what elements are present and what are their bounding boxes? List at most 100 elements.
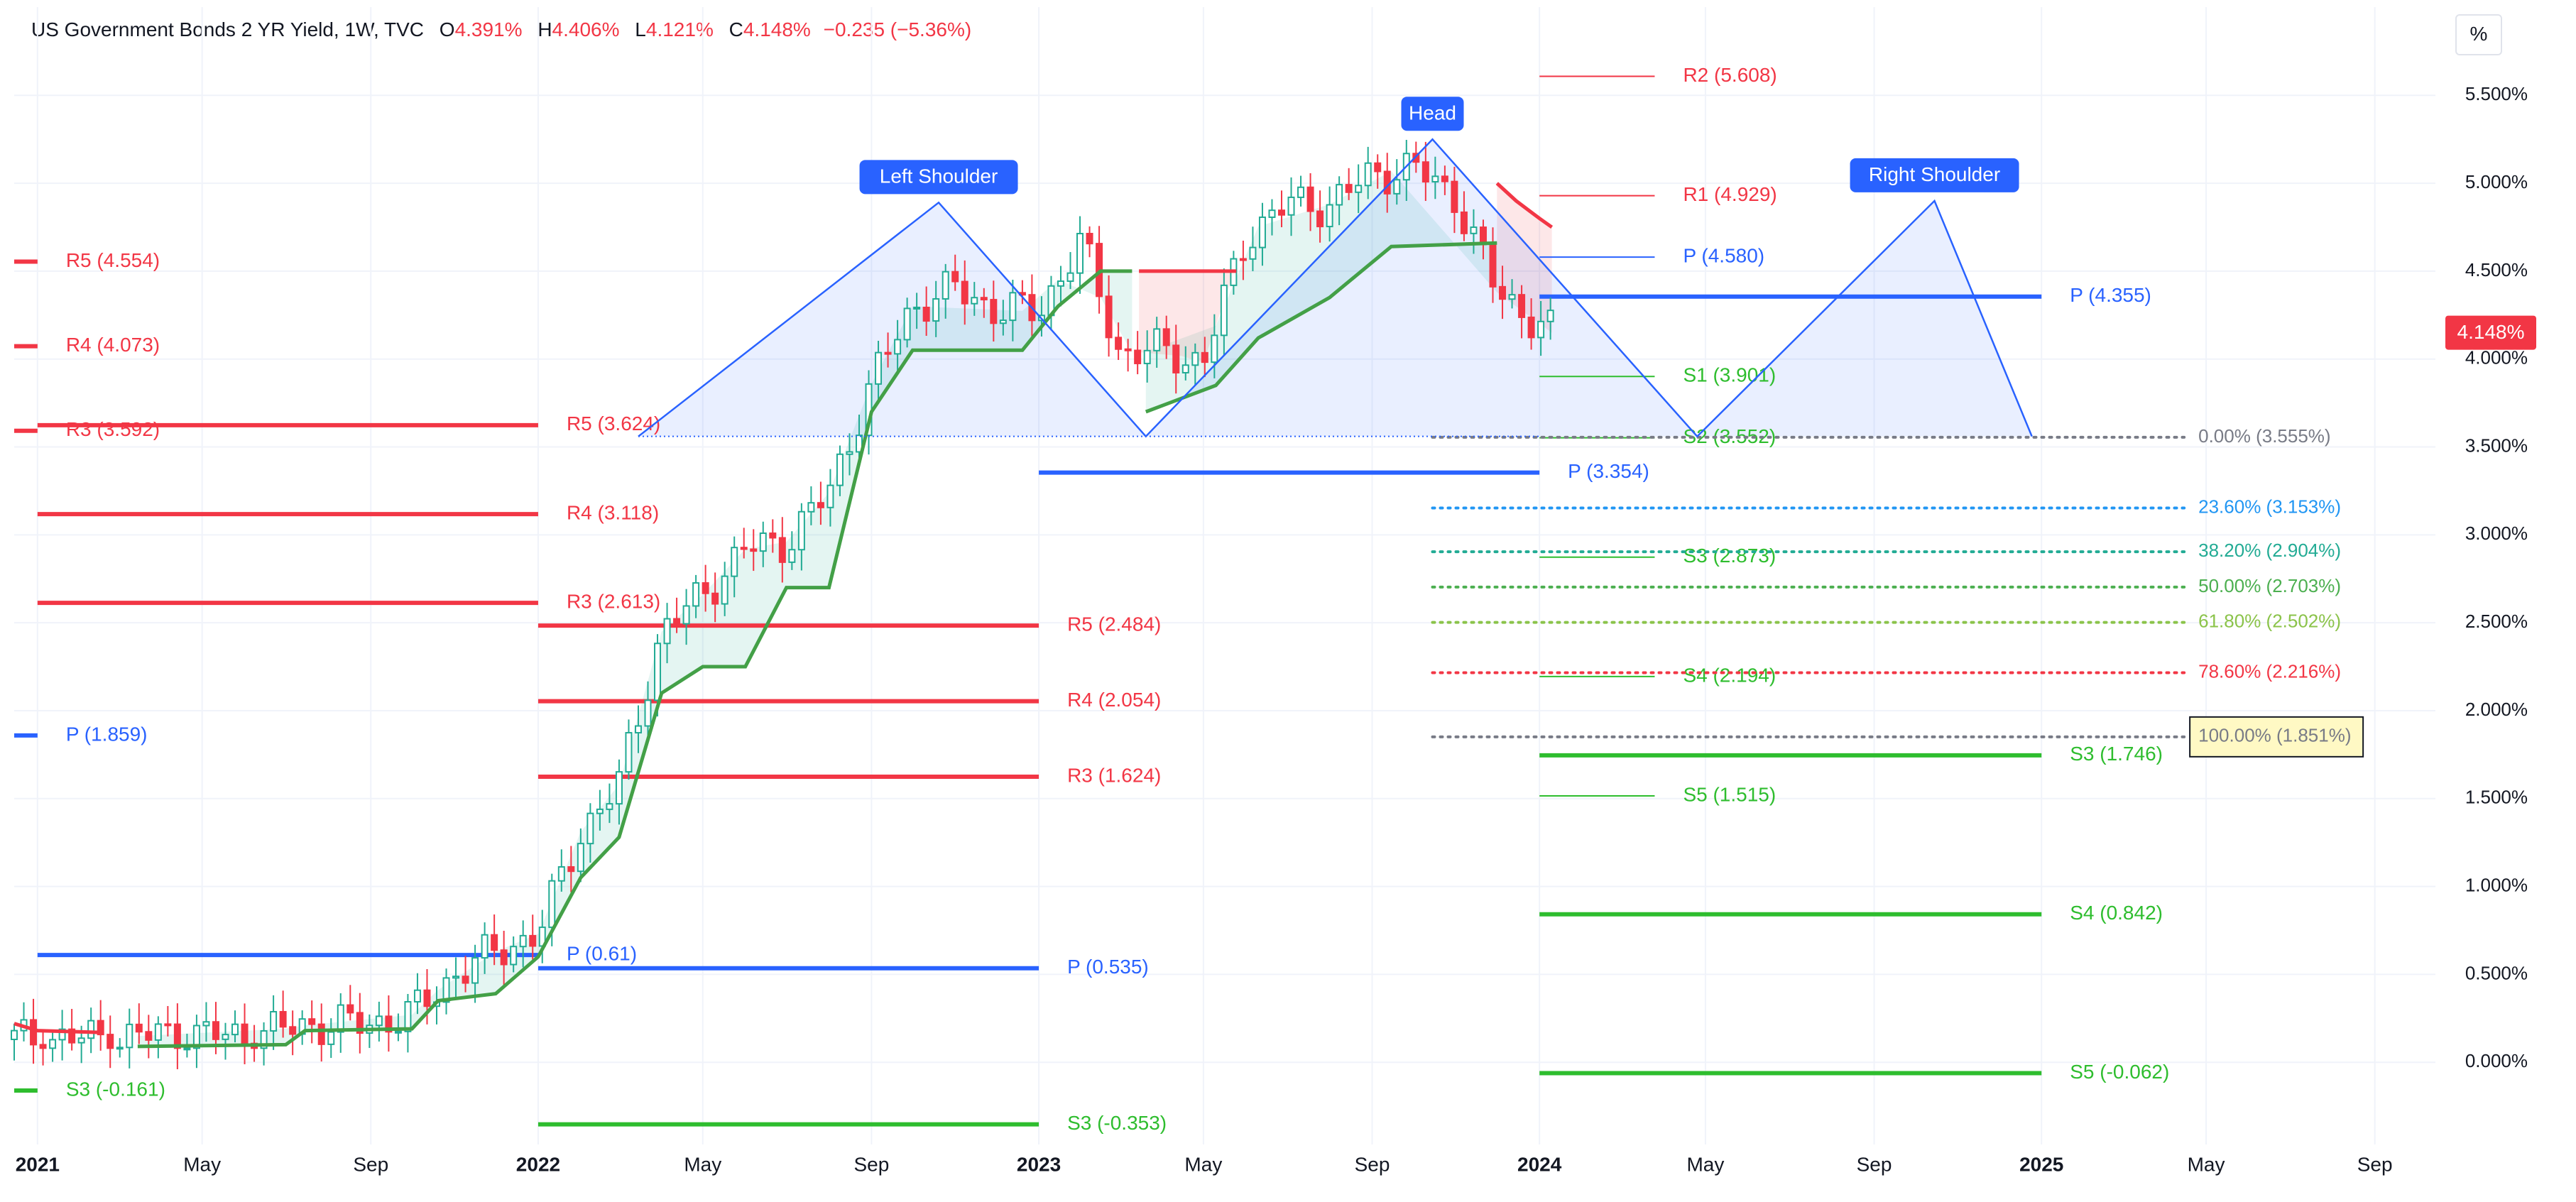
candle-down [107, 1034, 114, 1049]
candle-up [452, 976, 460, 979]
pivot-label: R5 (3.624) [567, 412, 660, 435]
candle-down [1239, 258, 1247, 261]
candle-down [1383, 170, 1391, 195]
pattern-area [638, 139, 2032, 437]
candle-down [702, 582, 709, 594]
pivot-label: R3 (1.624) [1067, 764, 1161, 786]
candle-up [183, 1047, 191, 1051]
candle-up [634, 725, 642, 734]
candle-down [145, 1031, 153, 1041]
x-tick-label: Sep [2357, 1153, 2393, 1175]
candle-up [202, 1021, 210, 1027]
x-tick-label: 2025 [2019, 1153, 2063, 1175]
price-scale-unit-button[interactable]: % [2455, 14, 2502, 55]
symbol-title[interactable]: US Government Bonds 2 YR Yield, 1W, TVC [31, 18, 424, 40]
y-tick-label: 5.000% [2465, 171, 2528, 192]
y-tick-label: 5.500% [2465, 83, 2528, 104]
candle-up [836, 453, 844, 486]
pivot-label: R3 (3.592) [66, 418, 160, 440]
axes: 5.500% 5.000% 4.500% 4.000% 3.500% 3.000% 2.50… [16, 83, 2536, 1175]
supertrend-down-line [13, 1022, 99, 1034]
x-tick-label: Sep [1355, 1153, 1390, 1175]
candle-down [1134, 349, 1142, 364]
candle-up [1355, 185, 1363, 193]
supertrend-up-fill [1145, 171, 1497, 412]
candle-up [1287, 196, 1295, 216]
candle-up [586, 812, 594, 845]
candle-down [164, 1023, 172, 1027]
candle-down [1345, 184, 1353, 193]
candle-up [644, 699, 652, 727]
candle-up [1153, 328, 1161, 351]
candle-up [1143, 349, 1151, 364]
candle-up [596, 808, 604, 814]
fib-label-box [2189, 716, 2364, 758]
candle-down [711, 592, 719, 605]
candle-down [673, 618, 681, 625]
pivot-label: S3 (-0.353) [1067, 1112, 1167, 1134]
candle-down [1412, 153, 1420, 163]
candle-up [797, 510, 805, 551]
candle-down [212, 1021, 219, 1040]
pivot-label: P (3.354) [1568, 460, 1649, 482]
supertrend-down-line [1495, 182, 1554, 229]
candle-up [260, 1030, 268, 1049]
candle-up [731, 547, 738, 577]
supertrend-up-line [1145, 241, 1497, 414]
candle-up [692, 582, 700, 607]
x-tick-label: May [1184, 1153, 1222, 1175]
pattern-outline[interactable] [638, 138, 2033, 438]
candle-down [1105, 295, 1113, 339]
candle-down [1441, 175, 1448, 182]
monthly-pivot-label: S1 (3.901) [1683, 364, 1776, 386]
candle-down [173, 1023, 181, 1049]
candle-up [49, 1039, 57, 1049]
x-tick-label: Sep [353, 1153, 388, 1175]
candle-down [529, 934, 537, 947]
candle-down [1278, 209, 1285, 216]
candle-up [999, 319, 1007, 324]
candle-up [894, 339, 902, 355]
candle-down [1316, 210, 1324, 228]
monthly-pivot-label: R1 (4.929) [1683, 183, 1777, 205]
x-tick-label: 2022 [516, 1153, 560, 1175]
y-tick-label: 2.500% [2465, 611, 2528, 632]
x-tick-label: May [1686, 1153, 1724, 1175]
candle-up [1326, 204, 1333, 228]
candle-up [77, 1037, 85, 1044]
candle-down [1172, 344, 1180, 373]
candle-down [740, 547, 748, 550]
candle-down [1124, 348, 1132, 351]
candle-up [231, 1023, 239, 1036]
y-tick-label: 3.000% [2465, 523, 2528, 544]
fib-level-label: 61.80% (2.502%) [2198, 611, 2341, 632]
x-tick-label: May [183, 1153, 221, 1175]
candle-up [1393, 179, 1401, 195]
candle-up [375, 1015, 383, 1027]
x-tick-label: May [684, 1153, 721, 1175]
pivot-lines: R5 (4.554) R4 (4.073) R3 (3.592) P (1.859) S… [14, 64, 2169, 1134]
fib-level-label: 78.60% (2.216%) [2198, 660, 2341, 682]
candle-up [510, 946, 518, 966]
head-shoulders-pattern[interactable] [638, 138, 2033, 438]
candle-down [1421, 161, 1429, 183]
grid [14, 7, 2435, 1144]
candle-up [1546, 310, 1554, 322]
candle-up [875, 351, 883, 385]
candle-up [1249, 246, 1257, 260]
high-value: 4.406% [552, 18, 620, 40]
pattern-labels: Left Shoulder Head Right Shoulder [859, 97, 2019, 195]
candle-up [577, 843, 584, 873]
candle-up [807, 502, 815, 513]
candle-up [759, 532, 767, 552]
candle-up [192, 1025, 200, 1049]
candle-up [1431, 175, 1439, 183]
fibonacci-levels: 0.00% (3.555%) 23.60% (3.153%) 38.20% (2.9… [1431, 425, 2364, 758]
fib-level-label: 38.20% (2.904%) [2198, 540, 2341, 561]
candle-down [500, 949, 508, 966]
candle-up [942, 271, 949, 300]
pattern-label-text: Head [1409, 102, 1456, 124]
candle-down [990, 299, 998, 324]
candle-down [922, 307, 930, 322]
